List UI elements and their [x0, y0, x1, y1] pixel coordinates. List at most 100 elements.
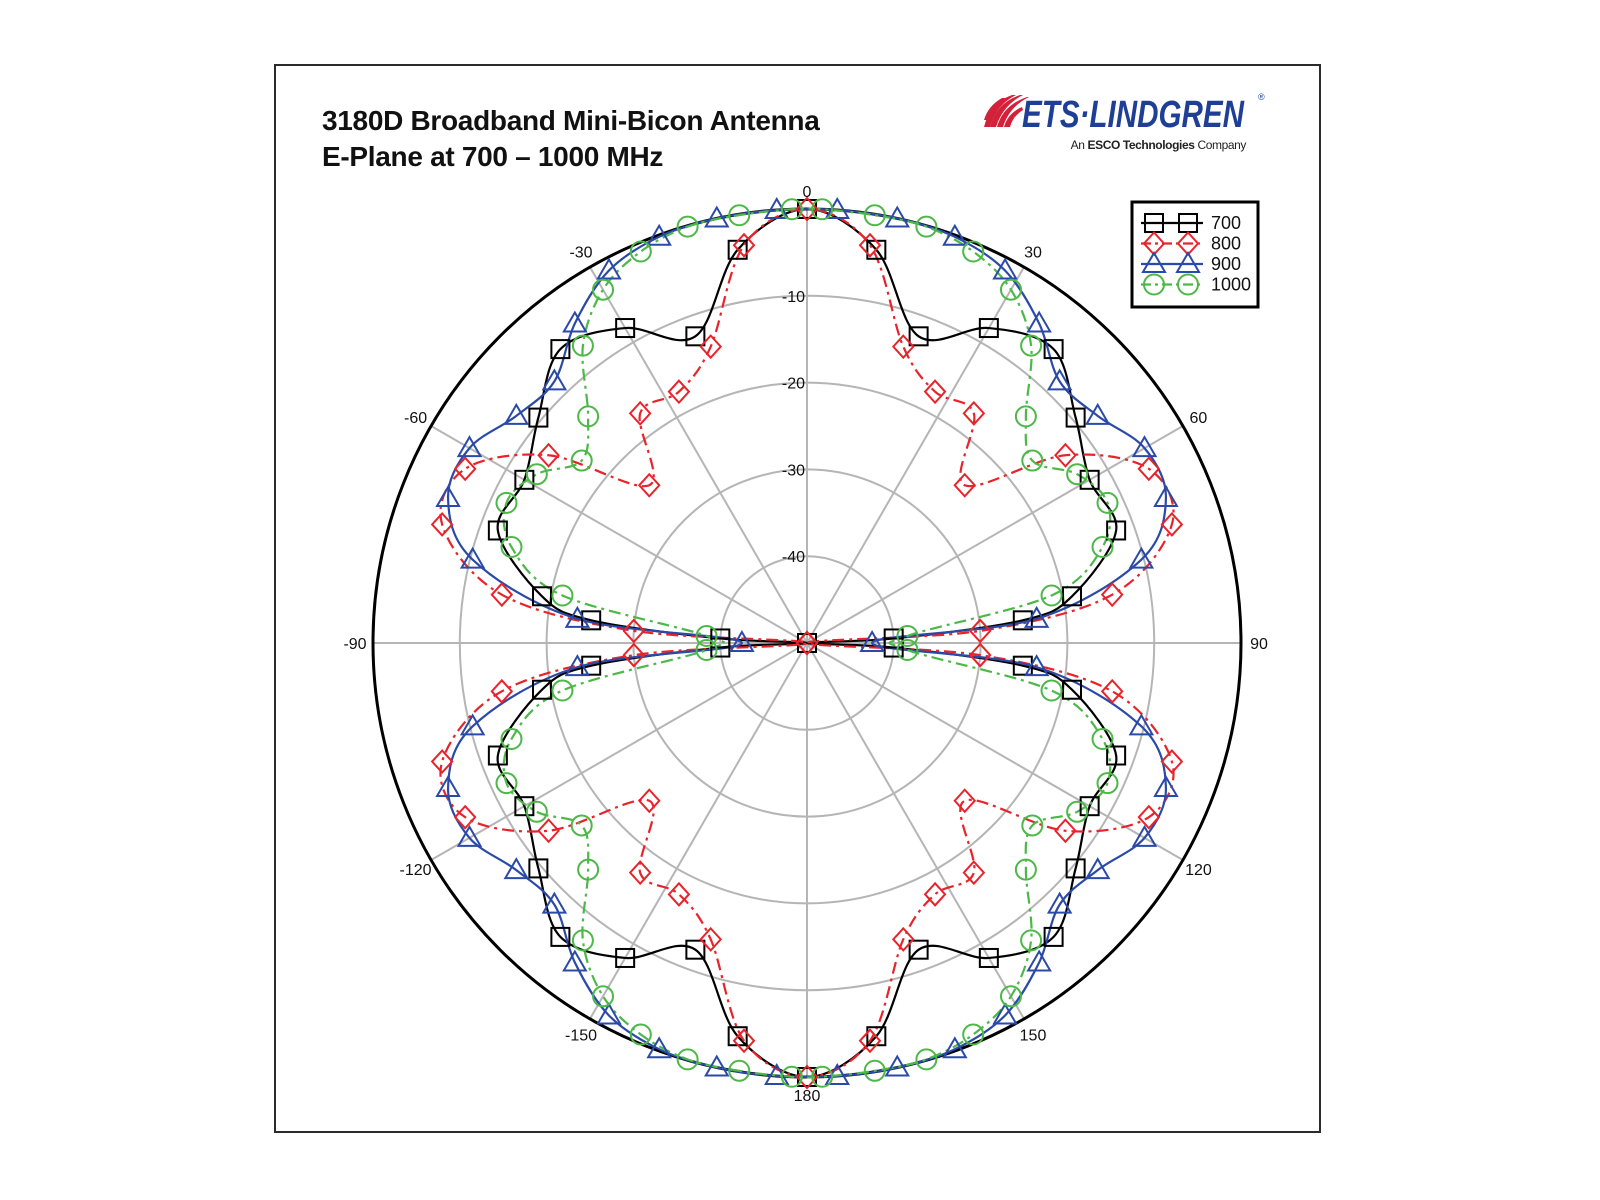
marker-800	[622, 618, 646, 644]
marker-1000	[1040, 584, 1063, 607]
marker-700	[1079, 469, 1100, 490]
marker-800	[795, 630, 819, 656]
marker-1000	[1040, 679, 1063, 702]
marker-1000	[811, 198, 834, 221]
angular-tick-label: 0	[803, 184, 812, 201]
marker-800	[699, 334, 723, 360]
marker-900	[884, 1054, 910, 1077]
marker-700	[615, 947, 636, 968]
axis-labels: -10 -20 -30 -40 0 30 60 90 120 150 180 -150 -120 -90 -…	[343, 184, 1268, 1105]
marker-1000	[525, 800, 548, 823]
marker-1000	[551, 679, 574, 702]
marker-900	[596, 257, 622, 280]
marker-900	[1023, 605, 1050, 628]
marker-800	[858, 1028, 882, 1054]
marker-900	[704, 205, 730, 228]
marker-800	[1100, 678, 1124, 704]
marker-800	[962, 860, 986, 886]
logo-wordmark: ETS·LINDGREN	[1022, 94, 1245, 136]
marker-900	[562, 310, 588, 333]
legend-label: 900	[1211, 254, 1241, 274]
marker-900	[1046, 891, 1073, 914]
legend-marker	[1175, 251, 1201, 273]
marker-1000	[1066, 800, 1089, 823]
legend-label: 700	[1211, 213, 1241, 233]
marker-1000	[962, 240, 985, 263]
angular-tick-label: 150	[1020, 1027, 1047, 1044]
chart-title: 3180D Broadband Mini-Bicon Antenna	[322, 105, 820, 136]
marker-1000	[999, 985, 1022, 1008]
marker-800	[430, 511, 454, 537]
marker-800	[891, 926, 915, 952]
marker-1000	[999, 278, 1022, 301]
marker-800	[628, 400, 652, 426]
marker-1000	[676, 215, 699, 238]
marker-700	[1043, 339, 1064, 360]
marker-900	[1128, 713, 1155, 736]
marker-700	[528, 407, 549, 428]
marker-700	[532, 586, 553, 607]
grid-ring	[632, 468, 982, 818]
marker-1000	[863, 1059, 886, 1082]
marker-700	[685, 939, 706, 960]
marker-1000	[629, 240, 652, 263]
marker-1000	[780, 1065, 803, 1088]
marker-700	[615, 318, 636, 339]
marker-1000	[500, 535, 523, 558]
marker-900	[646, 223, 672, 246]
marker-1000	[728, 1059, 751, 1082]
marker-900	[541, 368, 568, 391]
marker-1000	[728, 204, 751, 227]
marker-900	[1046, 368, 1073, 391]
marker-700	[1065, 858, 1086, 879]
marker-1000	[676, 1048, 699, 1071]
marker-700	[550, 926, 571, 947]
marker-800	[923, 881, 947, 907]
marker-1000	[495, 491, 518, 514]
marker-900	[435, 484, 461, 507]
marker-900	[564, 654, 591, 677]
marker-900	[646, 1036, 672, 1059]
legend-item-1000: 1000	[1141, 273, 1251, 296]
marker-700	[514, 796, 535, 817]
series-line-1000	[502, 207, 1112, 1079]
marker-700	[487, 520, 508, 541]
marker-800	[1054, 818, 1077, 844]
marker-800	[1054, 442, 1077, 468]
marker-800	[637, 472, 661, 498]
marker-900	[1023, 654, 1050, 677]
marker-700	[1061, 586, 1082, 607]
marker-700	[550, 339, 571, 360]
logo-tagline-prefix: An	[1071, 138, 1085, 152]
marker-900	[456, 824, 483, 847]
marker-1000	[896, 639, 919, 662]
marker-1000	[1091, 535, 1114, 558]
marker-800	[1137, 804, 1161, 830]
marker-800	[699, 926, 723, 952]
marker-700	[1012, 610, 1033, 631]
angular-tick-label: 30	[1024, 245, 1042, 262]
marker-1000	[695, 639, 718, 662]
marker-800	[637, 788, 661, 814]
marker-1000	[592, 278, 615, 301]
marker-1000	[1014, 858, 1037, 881]
legend-label: 1000	[1211, 275, 1251, 295]
angular-tick-label: 120	[1185, 862, 1212, 879]
marker-900	[859, 630, 885, 652]
marker-1000	[1066, 463, 1089, 486]
marker-1000	[500, 728, 523, 751]
radial-tick-label: -30	[782, 462, 805, 479]
marker-1000	[962, 1023, 985, 1046]
marker-900	[1153, 775, 1179, 798]
logo-tagline: An ESCO Technologies Company	[1071, 138, 1247, 152]
radial-tick-label: -10	[782, 289, 805, 306]
chart-frame	[274, 64, 1321, 1133]
marker-700	[487, 745, 508, 766]
radial-tick-label: -20	[782, 376, 805, 393]
legend-label: 800	[1211, 234, 1241, 254]
marker-1000	[571, 334, 594, 357]
marker-800	[537, 818, 560, 844]
series-markers	[430, 196, 1184, 1090]
